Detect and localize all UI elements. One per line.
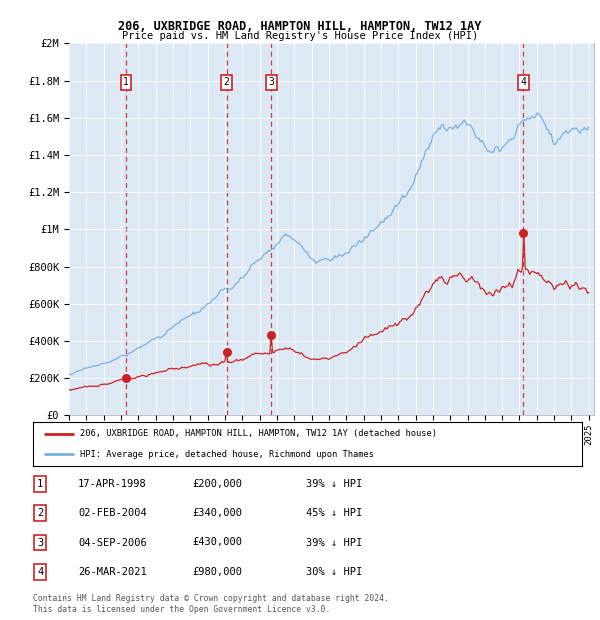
Text: 17-APR-1998: 17-APR-1998 [78, 479, 147, 489]
Text: 3: 3 [37, 538, 43, 547]
Text: 1: 1 [37, 479, 43, 489]
Text: 30% ↓ HPI: 30% ↓ HPI [306, 567, 362, 577]
Text: 26-MAR-2021: 26-MAR-2021 [78, 567, 147, 577]
Text: £200,000: £200,000 [192, 479, 242, 489]
Text: 02-FEB-2004: 02-FEB-2004 [78, 508, 147, 518]
Text: 2: 2 [37, 508, 43, 518]
Text: £430,000: £430,000 [192, 538, 242, 547]
Text: £340,000: £340,000 [192, 508, 242, 518]
Text: HPI: Average price, detached house, Richmond upon Thames: HPI: Average price, detached house, Rich… [80, 450, 374, 459]
Text: 206, UXBRIDGE ROAD, HAMPTON HILL, HAMPTON, TW12 1AY: 206, UXBRIDGE ROAD, HAMPTON HILL, HAMPTO… [118, 20, 482, 33]
Text: 2: 2 [224, 78, 229, 87]
Text: 45% ↓ HPI: 45% ↓ HPI [306, 508, 362, 518]
Text: 04-SEP-2006: 04-SEP-2006 [78, 538, 147, 547]
Text: 4: 4 [37, 567, 43, 577]
Text: 1: 1 [123, 78, 129, 87]
Text: 39% ↓ HPI: 39% ↓ HPI [306, 538, 362, 547]
Text: Price paid vs. HM Land Registry's House Price Index (HPI): Price paid vs. HM Land Registry's House … [122, 31, 478, 41]
Text: 39% ↓ HPI: 39% ↓ HPI [306, 479, 362, 489]
Text: 4: 4 [521, 78, 526, 87]
Text: Contains HM Land Registry data © Crown copyright and database right 2024.: Contains HM Land Registry data © Crown c… [33, 593, 389, 603]
Text: 206, UXBRIDGE ROAD, HAMPTON HILL, HAMPTON, TW12 1AY (detached house): 206, UXBRIDGE ROAD, HAMPTON HILL, HAMPTO… [80, 429, 437, 438]
Text: £980,000: £980,000 [192, 567, 242, 577]
Text: 3: 3 [268, 78, 274, 87]
Text: This data is licensed under the Open Government Licence v3.0.: This data is licensed under the Open Gov… [33, 604, 331, 614]
